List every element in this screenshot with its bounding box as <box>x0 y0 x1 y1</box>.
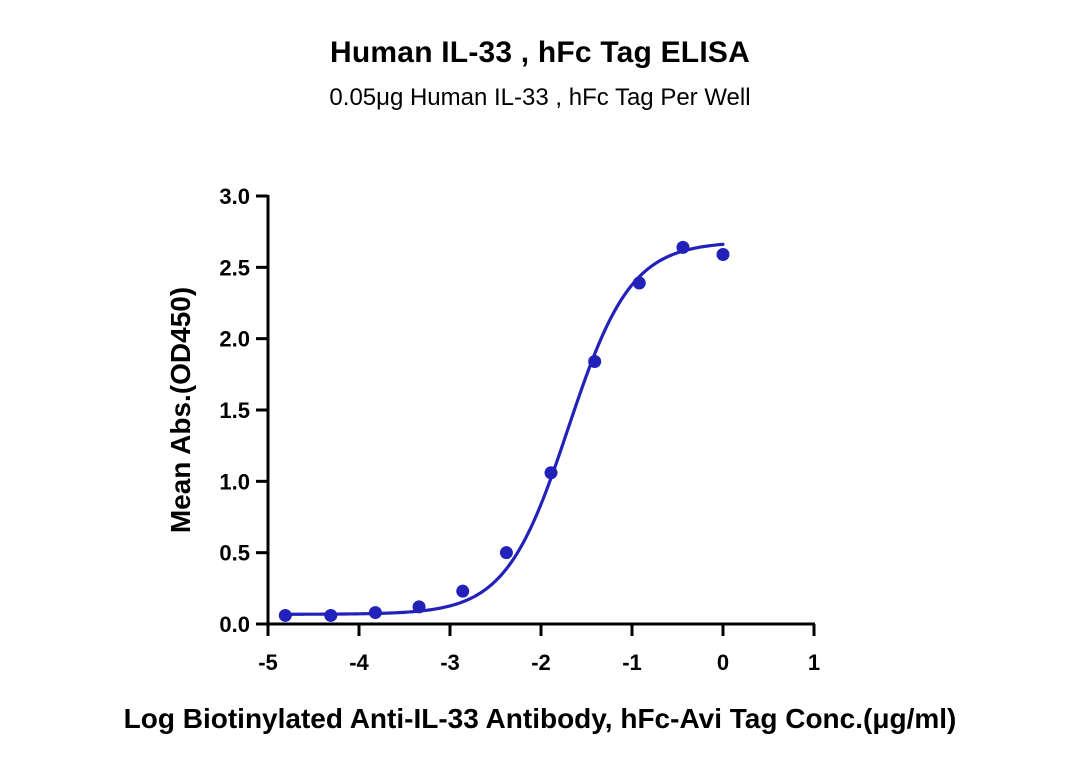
chart-subtitle: 0.05μg Human IL-33 , hFc Tag Per Well <box>329 84 751 111</box>
x-tick-label: 0 <box>717 650 729 675</box>
data-point <box>676 240 690 254</box>
y-tick-label: 2.5 <box>219 255 250 280</box>
x-tick-label: -1 <box>622 650 642 675</box>
data-point <box>632 276 646 290</box>
data-point <box>588 354 602 368</box>
data-point <box>716 247 730 261</box>
y-axis-label: Mean Abs.(OD450) <box>165 287 196 533</box>
y-tick-label: 0.0 <box>219 612 250 637</box>
data-point <box>368 606 382 620</box>
data-point <box>324 608 338 622</box>
y-tick-label: 1.0 <box>219 469 250 494</box>
data-point <box>412 600 426 614</box>
x-tick-label: -3 <box>440 650 460 675</box>
y-tick-label: 1.5 <box>219 398 250 423</box>
x-tick-label: -5 <box>258 650 278 675</box>
data-point <box>544 466 558 480</box>
data-point <box>499 546 513 560</box>
data-point <box>278 608 292 622</box>
x-axis-label: Log Biotinylated Anti-IL-33 Antibody, hF… <box>124 703 957 734</box>
data-point <box>456 584 470 598</box>
fit-curve-layer <box>283 242 725 616</box>
y-tick-label: 3.0 <box>219 184 250 209</box>
x-tick-label: -4 <box>349 650 369 675</box>
x-tick-label: -2 <box>531 650 551 675</box>
y-tick-label: 2.0 <box>219 327 250 352</box>
y-tick-label: 0.5 <box>219 541 250 566</box>
x-tick-label: 1 <box>808 650 820 675</box>
data-points-layer <box>278 240 730 622</box>
chart-title: Human IL-33 , hFc Tag ELISA <box>330 36 750 69</box>
fit-curve <box>283 242 725 616</box>
axes: 0.0 0.5 1.0 1.5 2.0 2.5 3.0 -5 -4 -3 -2 -1 0 1 <box>219 184 820 675</box>
